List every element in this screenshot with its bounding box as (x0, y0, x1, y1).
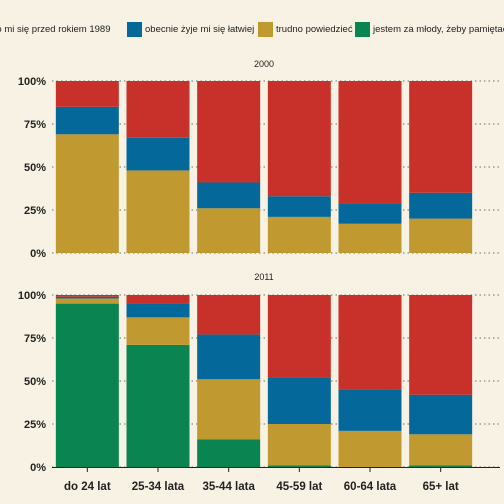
bar-segment (197, 439, 261, 467)
y-tick-label: 0% (30, 248, 46, 260)
bar-segment (409, 192, 473, 219)
bar-segment (55, 106, 119, 135)
y-tick-label: 50% (24, 162, 46, 174)
legend-label: lepiej żyło mi się przed rokiem 1989 (0, 23, 111, 35)
x-tick-label: 65+ lat (423, 481, 459, 493)
bar-segment (409, 434, 473, 466)
bar-segment (409, 81, 473, 193)
legend-item: obecnie żyje mi się łatwiej (127, 20, 254, 38)
x-tick-label: do 24 lat (64, 481, 111, 493)
y-tick-label: 75% (24, 333, 46, 345)
bar-segment (338, 81, 402, 204)
bar-segment (126, 137, 190, 171)
bar-segment (126, 170, 190, 253)
bar-segment (267, 424, 331, 466)
bar-segment (409, 295, 473, 395)
legend-swatch (258, 21, 273, 37)
bar-segment (409, 394, 473, 435)
y-tick-label: 75% (24, 119, 46, 131)
legend-label: jestem za młody, żeby pamiętać (373, 23, 504, 35)
x-tick-label: 60-64 lata (344, 481, 397, 493)
legend-swatch (355, 21, 370, 37)
y-tick-label: 100% (18, 290, 46, 302)
legend-label: trudno powiedzieć (276, 23, 353, 35)
panel-title: 2011 (254, 272, 273, 282)
bar-segment (338, 389, 402, 431)
bar-segment (409, 218, 473, 253)
bar-segment (126, 303, 190, 318)
bar-segment (55, 303, 119, 467)
legend: lepiej żyło mi się przed rokiem 1989 obec… (0, 0, 504, 56)
bar-segment (267, 295, 331, 378)
x-tick-label: 35-44 lata (202, 481, 255, 493)
bar-segment (126, 344, 190, 467)
bar-segment (267, 216, 331, 253)
bar-segment (55, 81, 119, 107)
bar-segment (338, 203, 402, 224)
bar-segment (197, 182, 261, 209)
bar-segment (267, 81, 331, 197)
bar-segment (55, 134, 119, 253)
x-tick-label: 45-59 lat (276, 481, 322, 493)
legend-item: jestem za młody, żeby pamiętać (355, 20, 504, 38)
y-tick-label: 100% (18, 76, 46, 88)
bar-segment (267, 196, 331, 217)
bar-segment (197, 295, 261, 335)
bar-segment (338, 223, 402, 253)
bar-segment (267, 377, 331, 424)
x-tick-label: 25-34 lata (132, 481, 185, 493)
y-tick-label: 0% (30, 462, 46, 474)
legend-item: lepiej żyło mi się przed rokiem 1989 (0, 20, 110, 38)
bar-segment (55, 298, 119, 304)
legend-item: trudno powiedzieć (258, 20, 353, 38)
bar-segment (126, 317, 190, 345)
bar-segment (197, 208, 261, 253)
bar-segment (126, 295, 190, 304)
y-tick-label: 25% (24, 419, 46, 431)
y-tick-label: 50% (24, 376, 46, 388)
bar-segment (338, 295, 402, 390)
bar-segment (267, 465, 331, 467)
bar-segment (197, 334, 261, 380)
legend-swatch (127, 21, 142, 37)
bar-segment (409, 465, 473, 467)
bar-segment (338, 430, 402, 467)
legend-label: obecnie żyje mi się łatwiej (145, 23, 255, 35)
bar-segment (197, 81, 261, 183)
bar-segment (55, 295, 119, 297)
bar-segment (197, 379, 261, 440)
bar-segment (126, 81, 190, 138)
panel-title: 2000 (254, 59, 274, 69)
y-tick-label: 25% (24, 205, 46, 217)
bar-segment (55, 296, 119, 299)
